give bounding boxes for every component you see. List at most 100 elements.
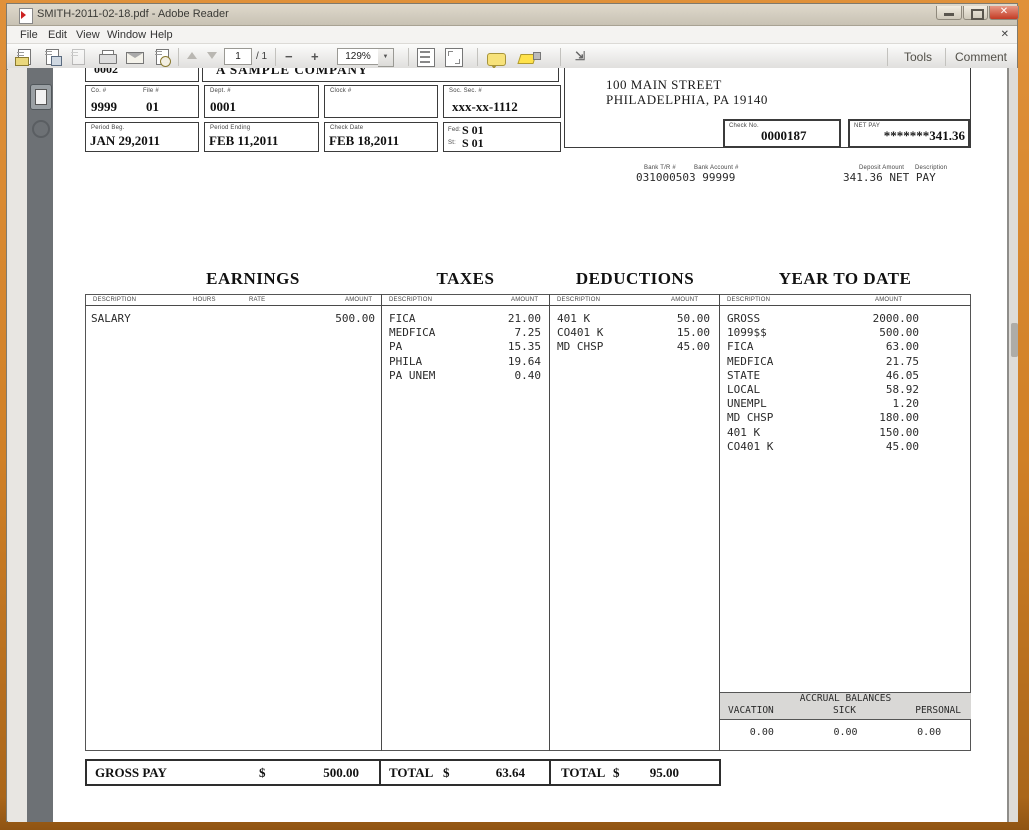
- previous-page-icon[interactable]: [187, 52, 197, 59]
- single-page-mode-icon[interactable]: [445, 48, 463, 67]
- ytd-col-amount: AMOUNT: [875, 297, 903, 303]
- gross-pay-cell: GROSS PAY $ 500.00: [87, 761, 381, 784]
- ssn-label: Soc. Sec. #: [449, 88, 482, 94]
- deductions-col-description: DESCRIPTION: [557, 297, 601, 303]
- save-icon[interactable]: [43, 48, 63, 66]
- page-count-label: / 1: [256, 51, 268, 62]
- thumbnail-page-glyph: [35, 89, 47, 105]
- deductions-total-cell: TOTAL $ 95.00: [551, 761, 719, 784]
- earnings-col-amount: AMOUNT: [345, 297, 373, 303]
- title-bar[interactable]: SMITH-2011-02-18.pdf - Adobe Reader ✕: [7, 4, 1019, 26]
- table-row: MEDFICA 7.25: [389, 326, 541, 340]
- gross-pay-amount: 500.00: [323, 765, 359, 780]
- zoom-level-input[interactable]: [337, 48, 379, 65]
- accrual-balances-box: ACCRUAL BALANCES VACATION SICK PERSONAL …: [720, 692, 971, 751]
- menubar-close-icon[interactable]: ✕: [1000, 29, 1009, 40]
- sticky-note-icon[interactable]: [487, 48, 507, 69]
- zoom-out-icon[interactable]: −: [285, 49, 293, 64]
- save-copy-icon[interactable]: [69, 48, 89, 66]
- deductions-total-label: TOTAL: [561, 765, 606, 780]
- toolbar-separator: [945, 48, 946, 66]
- company-name: A SAMPLE COMPANY: [216, 68, 369, 77]
- st-status-label: St:: [448, 140, 456, 146]
- zoom-in-icon[interactable]: +: [311, 49, 319, 64]
- fed-status-label: Fed:: [448, 127, 461, 133]
- minimize-icon: [944, 13, 954, 16]
- earnings-col-hours: HOURS: [193, 297, 216, 303]
- period-end-date: FEB 11,2011: [209, 133, 279, 148]
- maximize-button[interactable]: [963, 6, 988, 20]
- highlight-text-icon[interactable]: [517, 48, 541, 66]
- window-title: SMITH-2011-02-18.pdf - Adobe Reader: [37, 8, 229, 20]
- menu-window[interactable]: Window: [107, 29, 147, 41]
- check-number-label: Check No.: [729, 123, 759, 129]
- stub-table-frame: [85, 294, 971, 751]
- accrual-title: ACCRUAL BALANCES: [799, 693, 892, 704]
- taxes-total-currency: $: [443, 765, 450, 780]
- menu-help[interactable]: Help: [150, 29, 173, 41]
- table-row: MD CHSP 45.00: [557, 340, 710, 354]
- check-number: 0000187: [761, 128, 807, 143]
- email-icon[interactable]: [125, 48, 145, 66]
- table-row: FICA 21.00: [389, 312, 541, 325]
- sign-icon[interactable]: [153, 48, 173, 67]
- share-icon[interactable]: ⇲: [575, 49, 586, 63]
- table-row: FICA 63.00: [727, 340, 919, 354]
- ytd-rows: GROSS 2000.00 1099$$ 500.00 FICA 63.00 MEDF…: [727, 312, 919, 454]
- toolbar-separator: [275, 48, 276, 66]
- accrual-col-vacation: VACATION: [728, 705, 774, 716]
- taxes-title: TAXES: [436, 269, 495, 288]
- period-end-box: Period Ending FEB 11,2011: [204, 122, 319, 152]
- fed-status: S 01: [462, 123, 484, 137]
- toolbar-separator: [560, 48, 561, 66]
- menu-view[interactable]: View: [76, 29, 100, 41]
- taxes-col-description: DESCRIPTION: [389, 297, 433, 303]
- accrual-vacation-value: 0.00: [749, 727, 774, 738]
- page-number-input[interactable]: [224, 48, 252, 65]
- check-date-label: Check Date: [330, 125, 364, 131]
- deductions-total-amount: 95.00: [649, 765, 679, 780]
- open-file-icon[interactable]: [15, 48, 35, 66]
- minimize-button[interactable]: [936, 6, 962, 20]
- batch-number: 0002: [94, 68, 118, 76]
- table-row: MEDFICA 21.75: [727, 354, 919, 368]
- earnings-col-rate: RATE: [249, 297, 266, 303]
- page-thumbnails-icon[interactable]: [30, 84, 52, 110]
- close-button[interactable]: ✕: [989, 6, 1019, 20]
- earnings-rows: SALARY 500.00: [91, 312, 375, 326]
- accrual-sick-value: 0.00: [833, 727, 858, 738]
- taxes-total-amount: 63.64: [495, 765, 525, 780]
- print-icon[interactable]: [98, 48, 118, 66]
- net-pay-amount: *******341.36: [883, 128, 965, 143]
- attachments-icon[interactable]: [32, 120, 50, 138]
- taxes-total-label: TOTAL: [389, 765, 434, 780]
- menu-edit[interactable]: Edit: [48, 29, 67, 41]
- accrual-col-sick: SICK: [833, 705, 856, 716]
- scrolling-mode-icon[interactable]: [417, 48, 435, 67]
- dept-label: Dept. #: [210, 88, 231, 94]
- table-row: MD CHSP 180.00: [727, 411, 919, 425]
- table-row: PA UNEM 0.40: [389, 368, 541, 382]
- table-row: UNEMPL 1.20: [727, 397, 919, 411]
- pdf-page[interactable]: 0002 A SAMPLE COMPANY Co. # File # 9999 …: [53, 68, 1007, 822]
- toolbar: / 1 − + ▼ ⇲ Tools: [7, 44, 1017, 70]
- toolbar-separator: [178, 48, 179, 66]
- adobe-reader-window: SMITH-2011-02-18.pdf - Adobe Reader ✕ Fi…: [6, 3, 1019, 822]
- next-page-icon[interactable]: [207, 52, 217, 59]
- dept-box: Dept. # 0001: [204, 85, 319, 118]
- accrual-header-band: ACCRUAL BALANCES VACATION SICK PERSONAL: [720, 693, 971, 720]
- company-address-line1: 100 MAIN STREET: [606, 77, 722, 92]
- vertical-scrollbar[interactable]: [1007, 68, 1018, 822]
- period-end-label: Period Ending: [210, 125, 251, 131]
- check-date-box: Check Date FEB 18,2011: [324, 122, 438, 152]
- comment-button[interactable]: Comment: [955, 50, 1008, 64]
- deductions-rows: 401 K 50.00 CO401 K 15.00 MD CHSP 45.00: [557, 312, 710, 355]
- tools-button[interactable]: Tools: [904, 50, 933, 64]
- zoom-dropdown-arrow[interactable]: ▼: [378, 48, 394, 67]
- taxes-deductions-divider: [549, 294, 550, 751]
- menu-file[interactable]: File: [20, 29, 38, 41]
- deductions-col-amount: AMOUNT: [671, 297, 699, 303]
- table-row: PA 15.35: [389, 340, 541, 354]
- table-row: SALARY 500.00: [91, 312, 375, 326]
- scrollbar-thumb[interactable]: [1011, 323, 1018, 357]
